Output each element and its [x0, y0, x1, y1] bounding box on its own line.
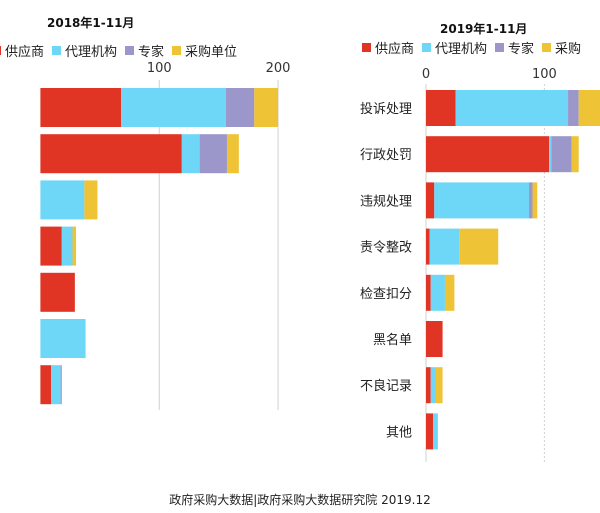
right-bar-agency-4: [430, 274, 445, 311]
left-chart-title: 2018年1-11月: [47, 16, 135, 30]
left-bar-supplier-4: [40, 272, 75, 312]
left-bar-supplier-3: [40, 226, 62, 266]
legend-item-expert: 专家: [125, 41, 164, 60]
legend-swatch-buyer-2019: [542, 43, 552, 52]
legend-swatch-expert-2019: [495, 43, 505, 52]
left-legend: 供应商 代理机构 专家 采购单位: [0, 41, 245, 60]
left-bar-expert-6: [60, 365, 62, 405]
legend-item-expert-2019: 专家: [495, 38, 534, 57]
legend-swatch-supplier-2019: [362, 43, 371, 52]
left-bar-expert-1: [199, 134, 227, 174]
left-bar-buyer-1: [226, 134, 239, 174]
legend-item-buyer-2019: 采购: [542, 38, 581, 57]
left-bar-buyer-0: [254, 88, 279, 127]
right-chart-title: 2019年1-11月: [440, 22, 528, 36]
legend-swatch-expert: [125, 46, 135, 55]
legend-item-agency-2019: 代理机构: [422, 38, 487, 57]
legend-swatch-supplier: [0, 46, 1, 55]
legend-swatch-buyer: [172, 46, 182, 55]
legend-label-buyer-2019: 采购: [555, 42, 582, 57]
right-bar-agency-2: [434, 182, 529, 219]
right-bar-buyer-6: [435, 367, 443, 404]
legend-swatch-agency: [52, 46, 62, 55]
right-bar-supplier-2: [426, 182, 435, 219]
right-category-label-1: 行政处罚: [360, 148, 412, 163]
legend-label-supplier-2019: 供应商: [375, 42, 415, 57]
left-bar-buyer-3: [72, 226, 77, 266]
right-bar-agency-6: [430, 367, 436, 404]
right-bar-agency-7: [433, 413, 438, 450]
right-bar-expert-2: [528, 182, 533, 219]
right-bar-supplier-5: [426, 321, 443, 357]
right-category-label-2: 违规处理: [360, 194, 412, 209]
legend-label-expert: 专家: [138, 45, 165, 60]
right-bar-expert-1: [551, 136, 572, 173]
left-bar-agency-1: [181, 134, 200, 174]
left-tick-label-1: 200: [266, 61, 291, 76]
right-bar-agency-0: [455, 90, 569, 126]
left-bar-supplier-1: [40, 134, 182, 174]
left-bar-expert-0: [225, 88, 255, 127]
legend-label-supplier: 供应商: [5, 45, 45, 60]
right-bar-buyer-4: [444, 274, 455, 311]
right-category-label-6: 不良记录: [360, 378, 412, 394]
right-category-label-4: 检查扣分: [360, 287, 412, 302]
legend-item-supplier-2019: 供应商: [362, 38, 414, 57]
right-bar-supplier-7: [426, 413, 434, 450]
right-bar-buyer-0: [578, 90, 600, 126]
legend-label-expert-2019: 专家: [508, 42, 535, 57]
left-bar-supplier-0: [40, 88, 122, 127]
right-category-label-0: 投诉处理: [360, 101, 412, 117]
right-category-label-5: 黑名单: [373, 332, 412, 348]
left-bar-agency-3: [61, 226, 73, 266]
legend-item-agency: 代理机构: [52, 41, 117, 60]
left-bar-agency-2: [40, 180, 85, 220]
right-tick-label-0: 0: [422, 67, 430, 82]
right-bar-supplier-4: [426, 274, 431, 311]
right-bar-agency-1: [549, 136, 552, 173]
left-bar-agency-5: [40, 319, 86, 358]
right-bar-buyer-3: [459, 228, 499, 265]
legend-swatch-agency-2019: [422, 43, 432, 52]
right-bar-supplier-0: [426, 90, 456, 126]
legend-item-buyer: 采购单位: [172, 41, 237, 60]
right-bar-buyer-2: [532, 182, 538, 219]
right-bar-expert-0: [568, 90, 579, 126]
right-bar-supplier-1: [426, 136, 550, 173]
left-bar-agency-6: [51, 365, 61, 405]
right-tick-label-1: 100: [532, 67, 557, 82]
legend-item-supplier: 供应商: [0, 41, 44, 60]
right-bar-supplier-6: [426, 367, 431, 404]
legend-label-buyer: 采购单位: [185, 45, 238, 60]
right-category-label-3: 责令整改: [360, 241, 412, 256]
legend-label-agency: 代理机构: [65, 45, 118, 60]
left-tick-label-0: 100: [147, 61, 172, 76]
right-bar-buyer-1: [571, 136, 579, 173]
right-bar-supplier-3: [426, 228, 430, 265]
left-bar-supplier-6: [40, 365, 52, 405]
source-footer: 政府采购大数据|政府采购大数据研究院 2019.12: [169, 493, 431, 507]
left-bar-buyer-2: [84, 180, 98, 220]
legend-label-agency-2019: 代理机构: [435, 42, 488, 57]
right-bar-agency-3: [429, 228, 460, 265]
right-legend: 供应商 代理机构 专家 采购: [362, 38, 589, 57]
left-bar-agency-0: [121, 88, 226, 127]
right-category-label-7: 其他: [386, 425, 412, 440]
